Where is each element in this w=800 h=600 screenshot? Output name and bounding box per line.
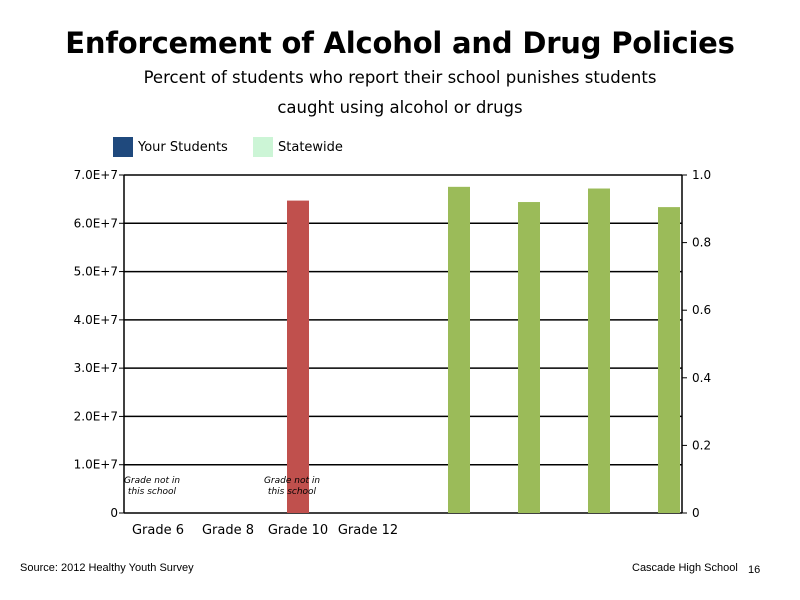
bar-right-series-4 [658, 207, 680, 514]
bar-right-series-3 [588, 188, 610, 513]
school-name: Cascade High School [632, 562, 738, 574]
left-axis-tick-label: 1.0E+7 [74, 458, 118, 472]
legend-swatch-your-students [113, 137, 133, 157]
right-axis-tick-label: 1.0 [692, 168, 711, 182]
left-axis-tick-label: 0 [110, 506, 118, 520]
left-axis-tick-label: 6.0E+7 [74, 216, 118, 230]
left-axis-tick-label: 7.0E+7 [74, 168, 118, 182]
right-axis-tick-label: 0.8 [692, 236, 711, 250]
right-axis-tick-label: 0.6 [692, 303, 711, 317]
bar-left-series-grade-10 [287, 200, 309, 513]
source-note: Source: 2012 Healthy Youth Survey [20, 562, 194, 574]
grade-not-in-school-note: this school [268, 487, 317, 497]
left-axis-tick-label: 5.0E+7 [74, 265, 118, 279]
legend-label-statewide: Statewide [278, 139, 343, 155]
legend-label-your-students: Your Students [138, 139, 228, 155]
subtitle-line-2: caught using alcohol or drugs [277, 98, 523, 117]
bar-right-series-2 [518, 202, 540, 514]
left-axis-tick-label: 3.0E+7 [74, 361, 118, 375]
page-number: 16 [748, 564, 761, 576]
bar-right-series-1 [448, 186, 470, 513]
x-axis-category-label: Grade 8 [202, 523, 254, 538]
legend-item-your-students: Your Students [113, 136, 228, 158]
right-axis-tick-label: 0.2 [692, 438, 711, 452]
grade-not-in-school-note: this school [128, 487, 177, 497]
legend-item-statewide: Statewide [253, 136, 343, 158]
x-axis-category-label: Grade 12 [338, 523, 398, 538]
x-axis-category-label: Grade 6 [132, 523, 184, 538]
legend-swatch-statewide [253, 137, 273, 157]
right-axis-tick-label: 0 [692, 506, 700, 520]
grade-not-in-school-note: Grade not in [264, 476, 320, 486]
left-axis-tick-label: 4.0E+7 [74, 313, 118, 327]
right-axis-tick-label: 0.4 [692, 371, 711, 385]
left-axis-tick-label: 2.0E+7 [74, 409, 118, 423]
page-title: Enforcement of Alcohol and Drug Policies [65, 26, 735, 60]
subtitle-line-1: Percent of students who report their sch… [143, 68, 657, 87]
x-axis-category-label: Grade 10 [268, 523, 328, 538]
grade-not-in-school-note: Grade not in [124, 476, 180, 486]
